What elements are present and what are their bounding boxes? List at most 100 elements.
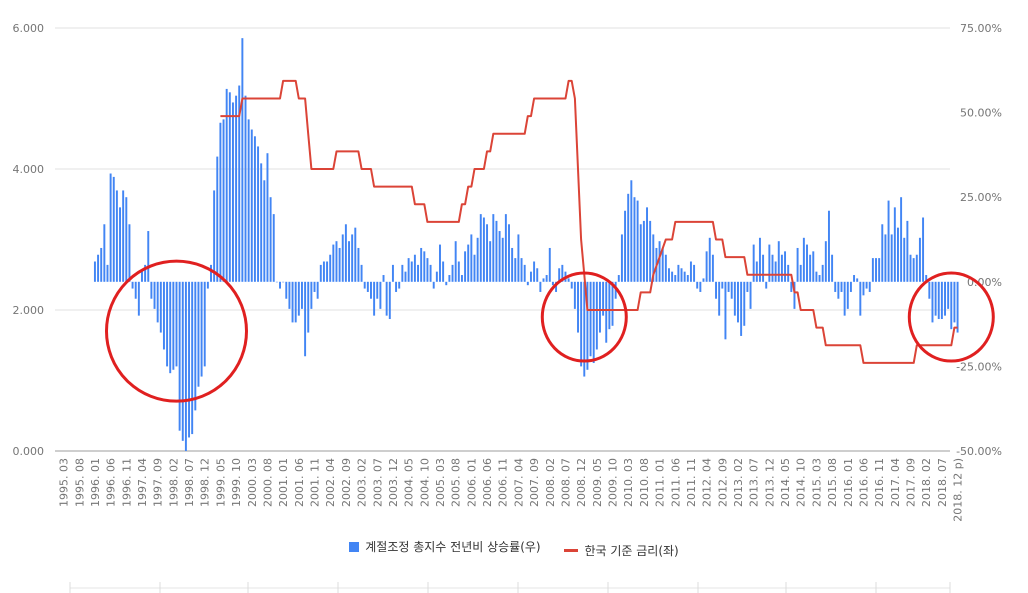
x-tick-label: 2012. 09 xyxy=(716,458,729,507)
bar xyxy=(241,38,244,282)
bar xyxy=(275,281,278,283)
bar xyxy=(482,217,485,282)
bar xyxy=(225,88,228,282)
bar xyxy=(758,237,761,282)
bar xyxy=(674,275,677,282)
bar xyxy=(263,180,266,282)
bar xyxy=(598,281,601,333)
bar xyxy=(313,281,316,292)
bar xyxy=(426,258,429,282)
bar xyxy=(890,234,893,282)
x-tick-label: 2007. 04 xyxy=(512,458,525,507)
bar xyxy=(677,264,680,282)
x-tick-label: 2017. 09 xyxy=(905,458,918,507)
bar xyxy=(642,220,645,282)
bar xyxy=(473,254,476,282)
bar xyxy=(605,281,608,343)
bar xyxy=(495,220,498,282)
legend-item-line-series[interactable]: 한국 기준 금리(좌) xyxy=(564,542,679,559)
bar xyxy=(592,281,595,364)
bar-series xyxy=(93,38,959,451)
bar xyxy=(912,258,915,282)
bar xyxy=(279,281,281,289)
bar xyxy=(429,264,432,282)
bar xyxy=(93,261,96,282)
bar xyxy=(476,237,479,282)
line-series xyxy=(220,79,958,364)
bar xyxy=(853,275,856,282)
x-tick-label: 1998. 07 xyxy=(183,458,196,507)
bar xyxy=(445,281,448,286)
bar xyxy=(231,102,234,282)
bar xyxy=(115,190,118,282)
bar xyxy=(749,281,752,309)
bar xyxy=(834,281,837,292)
bar xyxy=(166,281,169,367)
bar xyxy=(536,268,539,282)
bar xyxy=(580,281,583,367)
right-tick-label: 75.00% xyxy=(960,22,1002,35)
bar xyxy=(316,281,319,299)
x-tick-label: 2009. 05 xyxy=(591,458,604,507)
bar xyxy=(583,281,586,377)
bar xyxy=(250,129,253,282)
bar xyxy=(351,234,354,282)
bar xyxy=(743,281,746,326)
bar xyxy=(746,281,749,292)
bar xyxy=(332,244,335,282)
bar xyxy=(169,281,172,374)
bar xyxy=(827,210,830,282)
bar xyxy=(508,224,510,282)
bar xyxy=(125,197,128,282)
bar xyxy=(821,264,824,282)
bar xyxy=(818,275,821,282)
bar xyxy=(893,207,896,282)
bar xyxy=(122,190,125,282)
x-tick-label: 2010. 03 xyxy=(622,458,635,507)
bar xyxy=(799,264,802,282)
bar xyxy=(432,281,435,289)
bar xyxy=(219,122,222,282)
bar xyxy=(150,281,153,299)
bar xyxy=(630,180,633,282)
highlight-circle xyxy=(104,259,248,403)
bar xyxy=(815,271,818,282)
bar xyxy=(119,207,122,282)
bar xyxy=(865,281,868,289)
legend-label-bar: 계절조정 총지수 전년비 상승률(우) xyxy=(365,540,541,554)
bar xyxy=(420,247,423,282)
legend-swatch-line xyxy=(564,548,579,552)
bar xyxy=(156,281,159,323)
bar xyxy=(733,281,736,316)
right-tick-label: -50.00% xyxy=(956,445,1002,458)
bar xyxy=(517,234,520,282)
bar xyxy=(940,281,943,320)
bar xyxy=(915,254,918,282)
bar xyxy=(868,281,871,292)
x-tick-label: 2001. 01 xyxy=(277,458,290,507)
bar xyxy=(504,214,507,282)
bar xyxy=(849,281,852,292)
bar xyxy=(144,264,147,282)
x-axis-ticks: 1995. 03 1995. 08 1996. 01 1996. 06 1996. 11… xyxy=(58,458,965,522)
x-tick-label: 2018. 07 xyxy=(936,458,949,507)
bar xyxy=(561,264,564,282)
bar xyxy=(159,281,162,333)
bar xyxy=(715,281,718,299)
bar xyxy=(451,264,454,282)
bar xyxy=(633,197,636,282)
bar xyxy=(335,241,338,282)
bar xyxy=(862,281,865,296)
x-tick-label: 2006. 11 xyxy=(497,458,510,507)
bar xyxy=(831,254,834,282)
x-tick-label: 2016. 01 xyxy=(842,458,855,507)
left-tick-label: 6.000 xyxy=(13,22,45,35)
bar xyxy=(595,281,598,350)
bar xyxy=(708,237,711,282)
legend-item-bar-series[interactable]: 계절조정 총지수 전년비 상승률(우) xyxy=(349,538,541,555)
bar xyxy=(918,237,921,282)
bar xyxy=(329,254,332,282)
right-tick-label: 50.00% xyxy=(960,107,1002,120)
x-tick-label: 2001. 11 xyxy=(309,458,322,507)
left-tick-label: 4.000 xyxy=(13,163,45,176)
